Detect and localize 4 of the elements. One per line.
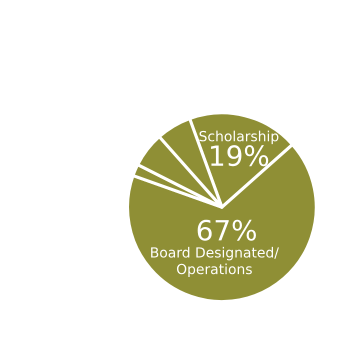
slice-label: Board Designated/ Operations [151,246,279,277]
data-label: 67% [198,220,256,241]
slice-label: Scholarship [200,130,278,144]
data-label: 19% [211,145,268,166]
